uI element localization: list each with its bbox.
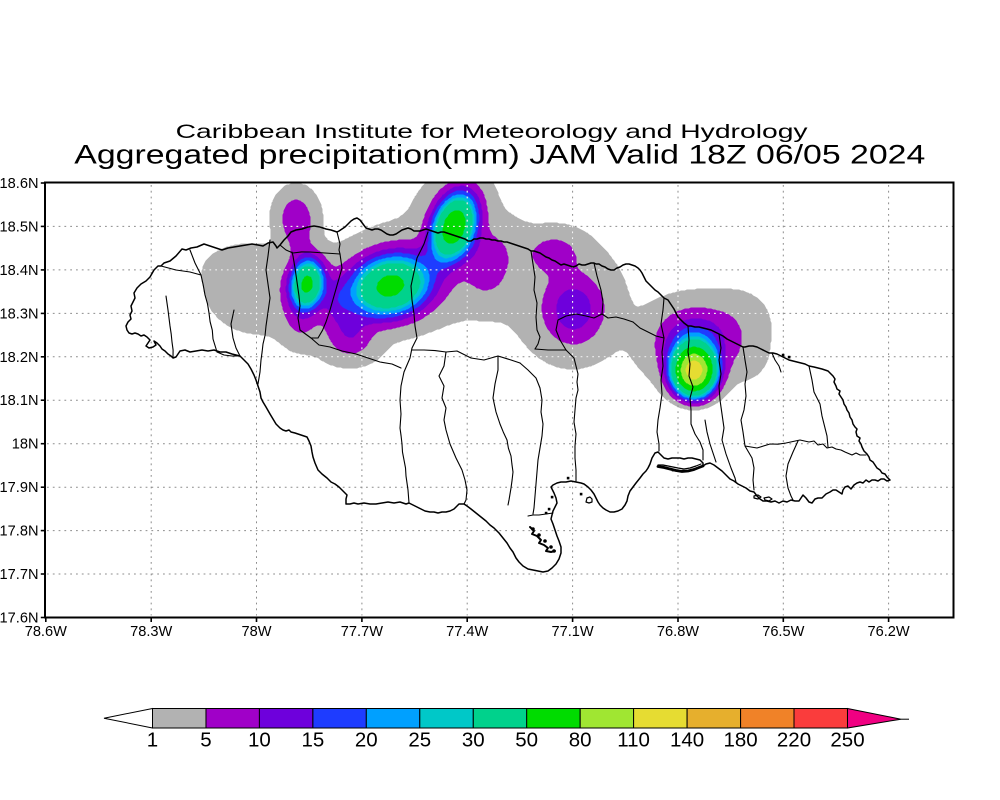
svg-text:110: 110	[617, 729, 650, 752]
svg-text:Caribbean Institute for Meteor: Caribbean Institute for Meteorology and …	[176, 121, 808, 143]
svg-text:20: 20	[355, 729, 378, 752]
svg-text:17.8N: 17.8N	[0, 524, 39, 540]
svg-text:10: 10	[248, 729, 271, 752]
svg-text:18.1N: 18.1N	[0, 393, 39, 409]
svg-text:1: 1	[147, 729, 158, 752]
svg-text:18.5N: 18.5N	[0, 219, 39, 235]
svg-text:15: 15	[301, 729, 324, 752]
svg-text:25: 25	[408, 729, 431, 752]
svg-text:5: 5	[200, 729, 211, 752]
svg-text:140: 140	[670, 729, 704, 752]
svg-text:50: 50	[515, 729, 538, 752]
svg-text:76.8W: 76.8W	[657, 624, 699, 640]
svg-text:17.9N: 17.9N	[0, 480, 39, 496]
svg-text:78W: 78W	[241, 624, 271, 640]
svg-text:77.4W: 77.4W	[446, 624, 488, 640]
svg-text:76.5W: 76.5W	[762, 624, 804, 640]
svg-text:30: 30	[462, 729, 485, 752]
svg-text:18.2N: 18.2N	[0, 350, 39, 366]
svg-text:18N: 18N	[12, 437, 39, 453]
svg-text:77.1W: 77.1W	[552, 624, 594, 640]
svg-text:77.7W: 77.7W	[341, 624, 383, 640]
svg-text:220: 220	[777, 729, 811, 752]
svg-text:180: 180	[723, 729, 757, 752]
svg-text:18.6N: 18.6N	[0, 176, 39, 192]
svg-text:18.4N: 18.4N	[0, 263, 39, 279]
svg-text:17.7N: 17.7N	[0, 567, 39, 583]
svg-text:18.3N: 18.3N	[0, 306, 39, 322]
svg-text:78.6W: 78.6W	[25, 624, 67, 640]
svg-text:17.6N: 17.6N	[0, 611, 39, 627]
svg-text:76.2W: 76.2W	[868, 624, 910, 640]
svg-text:Aggregated precipitation(mm) J: Aggregated precipitation(mm) JAM Valid 1…	[74, 140, 925, 170]
svg-text:78.3W: 78.3W	[130, 624, 172, 640]
svg-text:250: 250	[830, 729, 864, 752]
svg-text:80: 80	[569, 729, 592, 752]
